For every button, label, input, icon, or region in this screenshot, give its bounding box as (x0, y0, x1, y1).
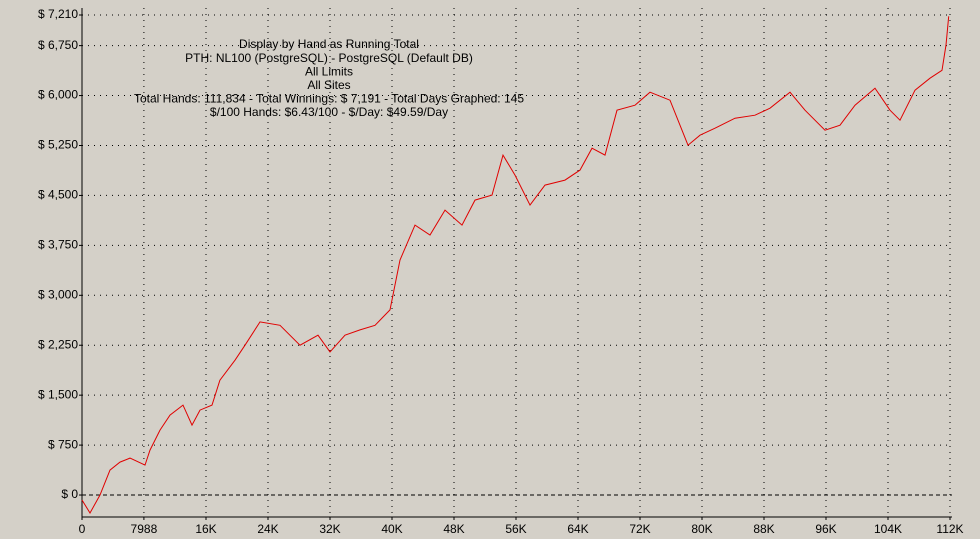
x-tick-label: 96K (815, 522, 836, 536)
annotation: PTH: NL100 (PostgreSQL) - PostgreSQL (De… (185, 51, 473, 65)
x-tick-label: 24K (257, 522, 278, 536)
annotation: Display by Hand as Running Total (239, 37, 419, 51)
x-tick-label: 104K (874, 522, 902, 536)
x-tick-label: 72K (629, 522, 650, 536)
x-tick-label: 7988 (131, 522, 158, 536)
x-tick-label: 56K (505, 522, 526, 536)
x-tick-label: 88K (753, 522, 774, 536)
annotation: All Sites (307, 78, 350, 92)
annotation: Total Hands: 111,834 - Total Winnings: $… (134, 92, 524, 106)
y-tick-label: $ 5,250 (38, 138, 78, 152)
y-tick-label: $ 750 (48, 437, 78, 451)
annotation: $/100 Hands: $6.43/100 - $/Day: $49.59/D… (210, 105, 448, 119)
y-tick-label: $ 6,000 (38, 88, 78, 102)
x-tick-label: 64K (567, 522, 588, 536)
y-tick-label: $ 3,000 (38, 287, 78, 301)
y-tick-label: $ 0 (61, 487, 78, 501)
annotation: All Limits (305, 64, 353, 78)
series-line (81, 16, 950, 514)
x-tick-label: 112K (936, 522, 963, 536)
y-tick-label: $ 6,750 (38, 38, 78, 52)
x-tick-label: 80K (691, 522, 712, 536)
x-tick-label: 32K (319, 522, 340, 536)
y-tick-label: $ 4,500 (38, 188, 78, 202)
x-tick-label: 0 (79, 522, 86, 536)
x-tick-label: 48K (443, 522, 464, 536)
x-tick-label: 40K (381, 522, 402, 536)
y-tick-label: $ 7,210 (38, 7, 78, 21)
y-tick-label: $ 3,750 (38, 238, 78, 252)
y-tick-label: $ 2,250 (38, 337, 78, 351)
x-tick-label: 16K (195, 522, 216, 536)
y-tick-label: $ 1,500 (38, 387, 78, 401)
